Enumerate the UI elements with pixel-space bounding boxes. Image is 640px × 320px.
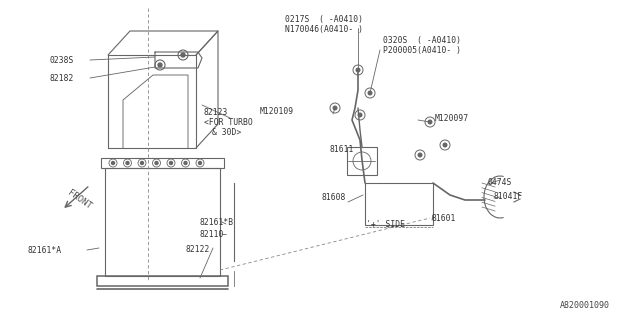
- Text: 81611: 81611: [330, 145, 355, 154]
- Bar: [347, 147, 377, 175]
- Text: 82122: 82122: [185, 245, 209, 254]
- Text: M120109: M120109: [260, 107, 294, 116]
- Circle shape: [181, 53, 185, 57]
- Text: '+' SIDE: '+' SIDE: [366, 220, 405, 229]
- Text: 82161*B: 82161*B: [200, 218, 234, 227]
- Text: 81041F: 81041F: [494, 192, 524, 201]
- Circle shape: [158, 63, 162, 67]
- Circle shape: [184, 162, 187, 164]
- Circle shape: [418, 153, 422, 157]
- Text: 81601: 81601: [432, 214, 456, 223]
- Circle shape: [428, 120, 432, 124]
- Text: M120097: M120097: [435, 114, 469, 123]
- Text: 81608: 81608: [322, 193, 346, 202]
- Text: 82161*A: 82161*A: [28, 246, 62, 255]
- Text: N170046(A0410- ): N170046(A0410- ): [285, 25, 363, 34]
- Text: 0320S  ( -A0410): 0320S ( -A0410): [383, 36, 461, 45]
- Circle shape: [358, 113, 362, 117]
- Text: & 30D>: & 30D>: [212, 128, 241, 137]
- Circle shape: [141, 162, 143, 164]
- Text: <FOR TURBO: <FOR TURBO: [204, 118, 253, 127]
- Text: 0474S: 0474S: [488, 178, 513, 187]
- Text: FRONT: FRONT: [65, 188, 93, 211]
- Text: 82110: 82110: [200, 230, 225, 239]
- Circle shape: [111, 162, 115, 164]
- Circle shape: [155, 162, 158, 164]
- Text: 82123: 82123: [204, 108, 228, 117]
- Text: P200005(A0410- ): P200005(A0410- ): [383, 46, 461, 55]
- Circle shape: [170, 162, 173, 164]
- Text: 82182: 82182: [50, 74, 74, 83]
- Circle shape: [356, 68, 360, 72]
- Circle shape: [443, 143, 447, 147]
- Circle shape: [126, 162, 129, 164]
- Bar: [365, 183, 433, 225]
- Circle shape: [198, 162, 202, 164]
- Text: 0217S  ( -A0410): 0217S ( -A0410): [285, 15, 363, 24]
- Bar: [97, 276, 228, 286]
- Text: A820001090: A820001090: [560, 301, 610, 310]
- Bar: [101, 158, 224, 168]
- Circle shape: [333, 106, 337, 110]
- Text: 0238S: 0238S: [50, 56, 74, 65]
- Bar: [105, 168, 220, 276]
- Circle shape: [368, 91, 372, 95]
